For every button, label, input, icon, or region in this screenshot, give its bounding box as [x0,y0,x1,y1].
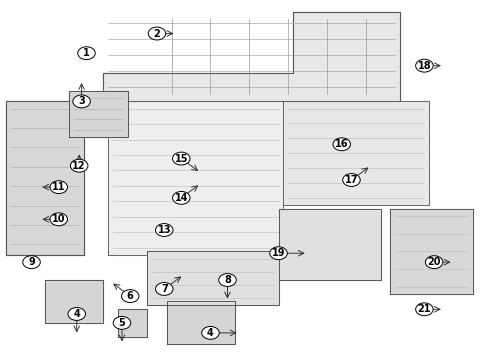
Text: 15: 15 [174,154,188,163]
Circle shape [50,181,67,194]
Text: 6: 6 [126,291,133,301]
Polygon shape [147,251,278,305]
Text: 19: 19 [271,248,285,258]
Polygon shape [389,208,472,294]
Text: 4: 4 [206,328,213,338]
Circle shape [415,303,432,316]
Text: 11: 11 [52,182,65,192]
Circle shape [78,47,95,60]
Text: 10: 10 [52,214,65,224]
Text: 16: 16 [334,139,348,149]
Polygon shape [166,301,234,344]
Circle shape [73,95,90,108]
Polygon shape [45,280,103,323]
Text: 14: 14 [174,193,188,203]
Text: 9: 9 [28,257,35,267]
Circle shape [155,224,173,237]
Circle shape [148,27,165,40]
Polygon shape [278,208,380,280]
Text: 1: 1 [83,48,90,58]
Circle shape [425,256,442,269]
Circle shape [269,247,287,260]
Circle shape [70,159,88,172]
Polygon shape [6,102,84,255]
Circle shape [121,290,139,302]
Text: 5: 5 [119,318,125,328]
Text: 17: 17 [344,175,358,185]
Text: 21: 21 [417,304,430,314]
Circle shape [218,274,236,287]
Polygon shape [283,102,428,205]
Circle shape [172,152,190,165]
Circle shape [201,327,219,339]
Text: 8: 8 [224,275,230,285]
Text: 4: 4 [73,309,80,319]
Polygon shape [108,102,283,255]
Circle shape [155,283,173,296]
Circle shape [342,174,360,186]
Polygon shape [118,309,147,337]
Text: 7: 7 [161,284,167,294]
Polygon shape [103,12,399,102]
Circle shape [172,192,190,204]
Circle shape [113,316,130,329]
Text: 2: 2 [153,28,160,39]
Circle shape [332,138,350,151]
Circle shape [415,59,432,72]
Text: 12: 12 [72,161,86,171]
Text: 13: 13 [157,225,171,235]
Circle shape [23,256,40,269]
Text: 20: 20 [427,257,440,267]
Text: 3: 3 [78,96,85,107]
Polygon shape [69,91,127,137]
Text: 18: 18 [417,61,430,71]
Circle shape [68,307,85,320]
Circle shape [50,213,67,226]
